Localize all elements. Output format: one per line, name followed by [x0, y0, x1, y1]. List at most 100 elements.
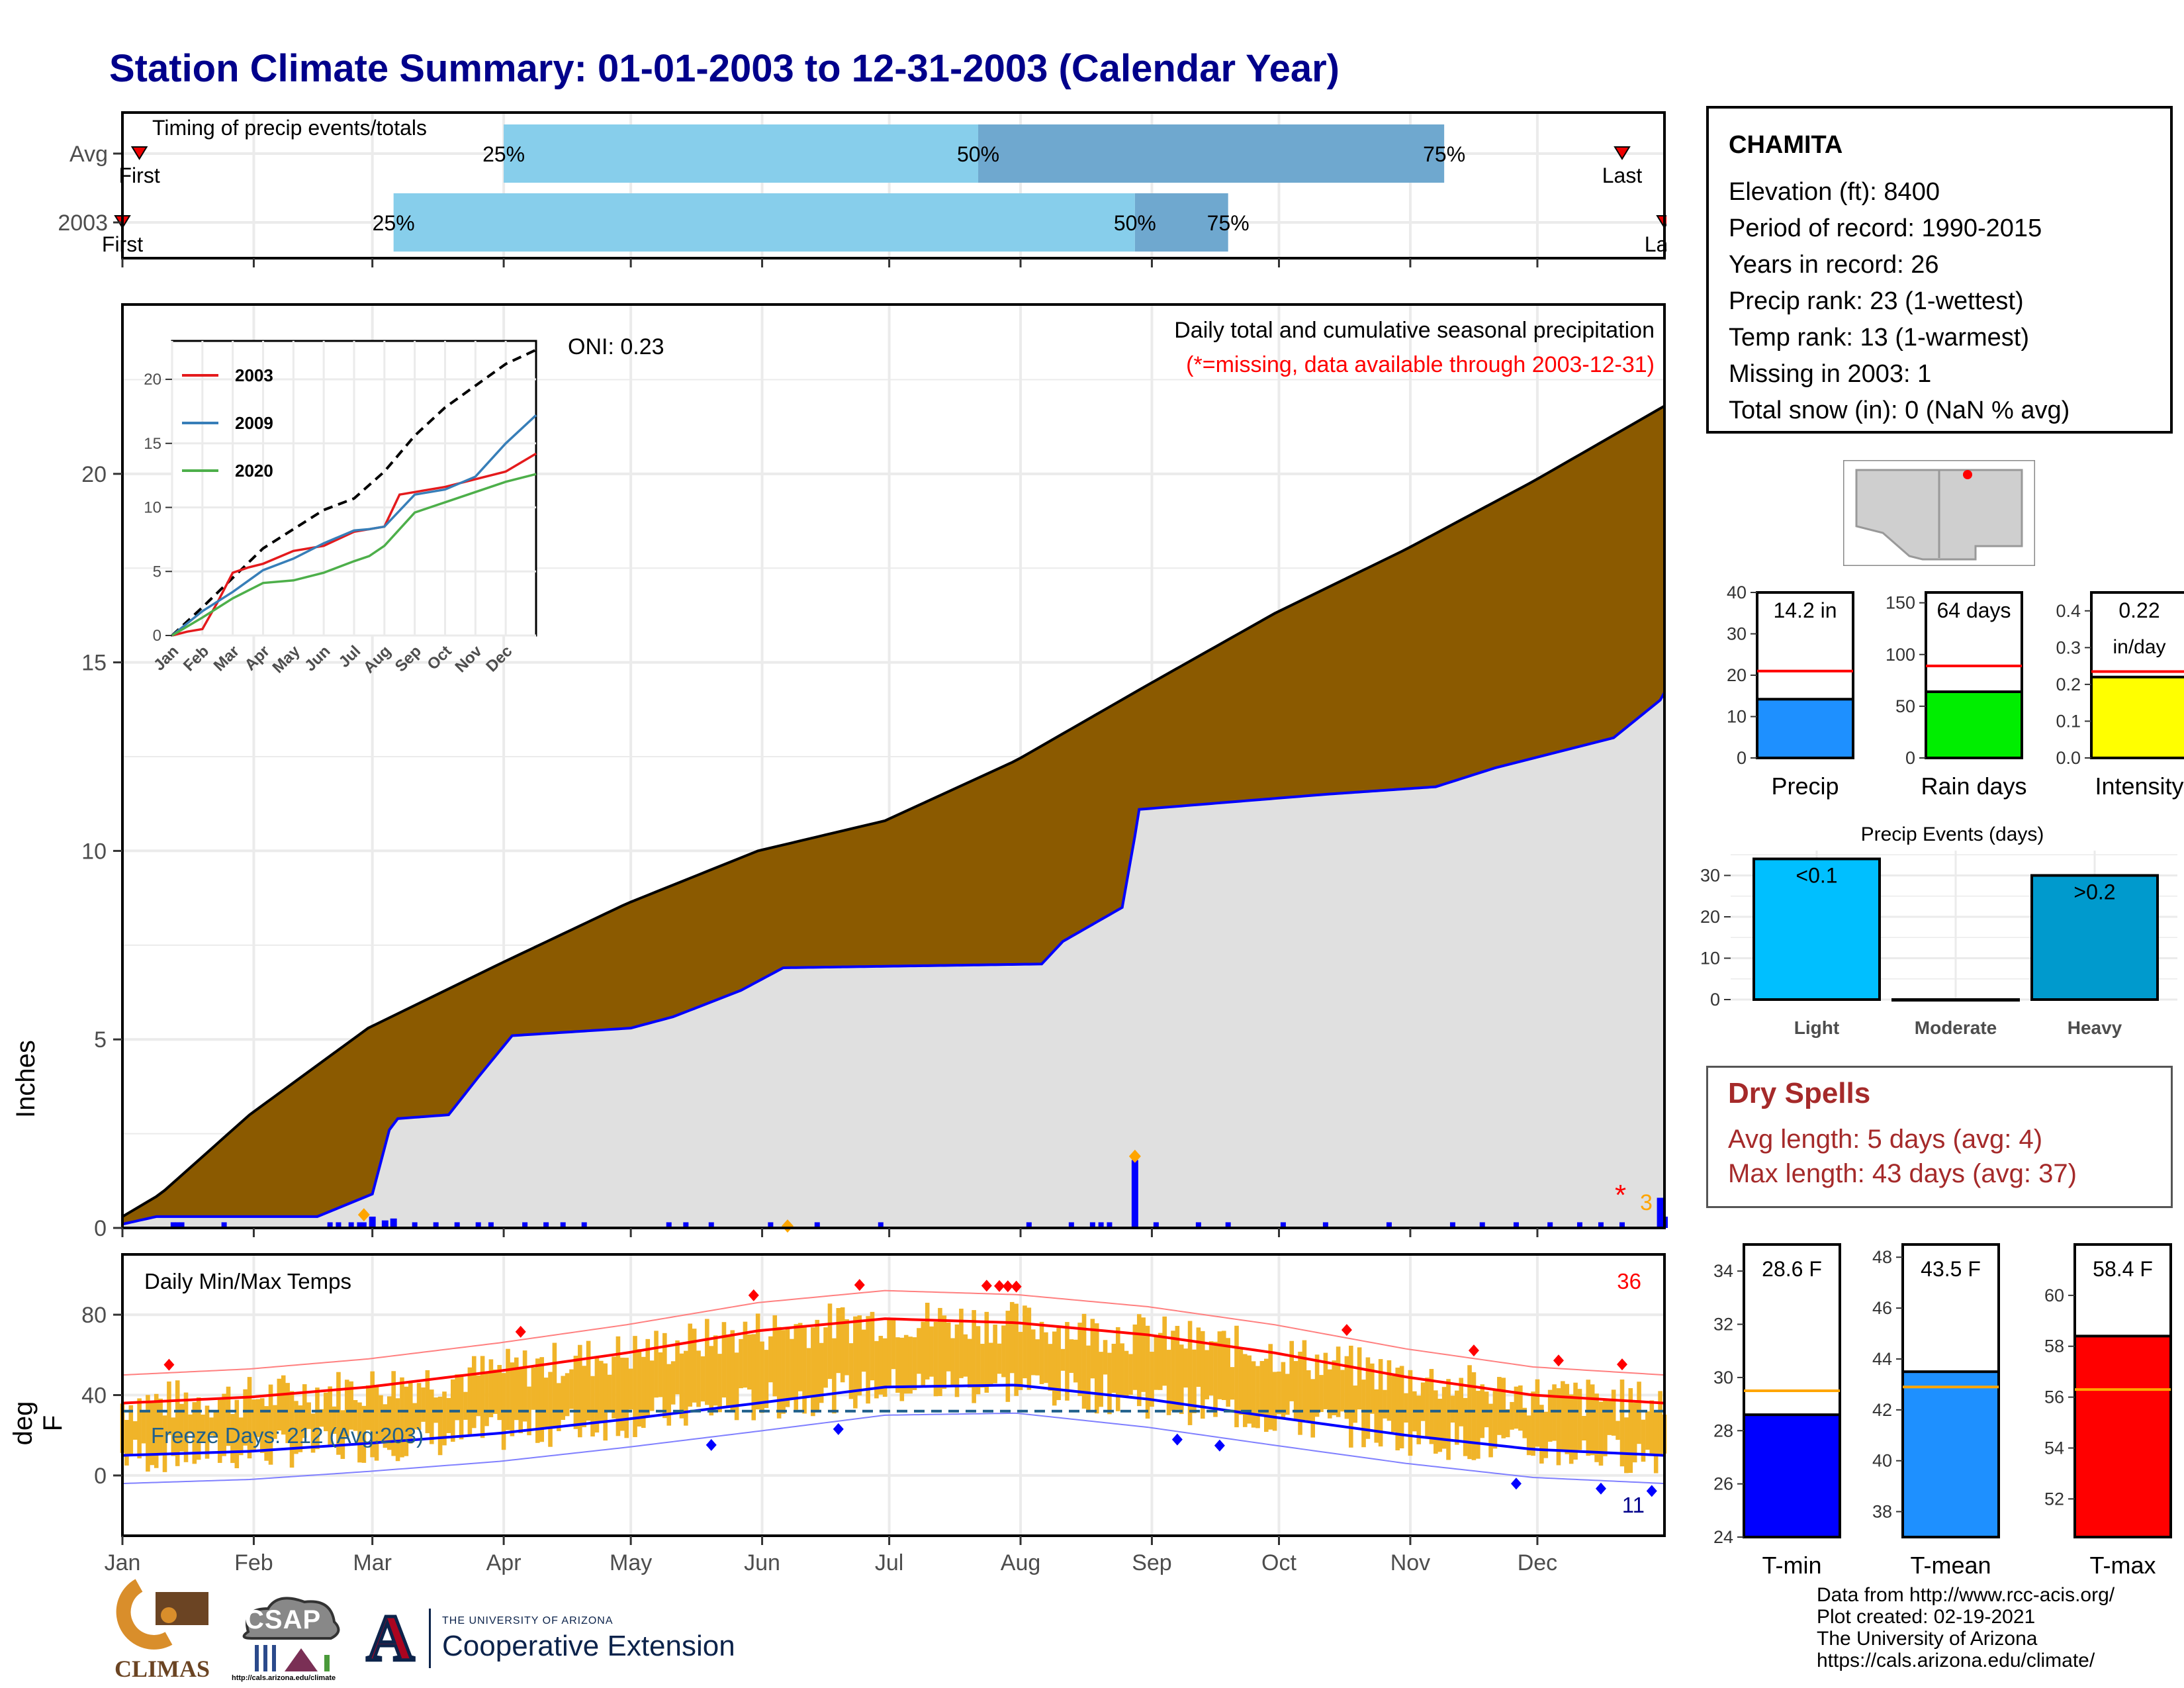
record-high-marker: [1011, 1280, 1022, 1293]
daily-temp-bar: [1590, 1384, 1595, 1456]
daily-temp-bar: [721, 1322, 727, 1398]
climas-logo-graphic: [116, 1579, 208, 1650]
daily-temp-bar: [925, 1303, 930, 1380]
timing-q25-label: 25%: [373, 211, 415, 235]
inset-month-label: Nov: [451, 642, 486, 677]
daily-temp-bar: [1263, 1358, 1269, 1432]
trace-precip-bar: [1225, 1222, 1231, 1228]
climas-logo: CLIMAS: [106, 1579, 218, 1682]
daily-temp-bar: [1009, 1301, 1015, 1374]
missing-marker: *: [1615, 1179, 1626, 1211]
daily-temp-bar: [395, 1398, 400, 1462]
daily-temp-bar: [853, 1316, 858, 1409]
daily-temp-bar: [1645, 1411, 1650, 1450]
daily-temp-bar: [739, 1338, 743, 1389]
daily-temp-bar: [705, 1319, 709, 1405]
daily-temp-bar: [1014, 1303, 1019, 1396]
daily-temp-bar: [1518, 1385, 1523, 1431]
mini-bar-Precip: [1756, 698, 1854, 759]
timing-right-mask: [1666, 113, 1694, 258]
daily-record-marker: [357, 1208, 370, 1222]
daily-temp-bar: [1124, 1350, 1129, 1397]
ua-small-text: THE UNIVERSITY OF ARIZONA: [442, 1615, 614, 1626]
daily-temp-bar: [959, 1308, 964, 1378]
temp-axis-title: deg F: [9, 1401, 68, 1446]
daily-temp-bar: [1501, 1378, 1506, 1438]
daily-temp-bar: [1242, 1354, 1248, 1427]
daily-temp-bar: [1391, 1376, 1396, 1432]
inset-ytick-label: 20: [144, 371, 161, 389]
daily-temp-bar: [1251, 1361, 1256, 1428]
record-low-marker: [1595, 1482, 1606, 1495]
precip-header: Daily total and cumulative seasonal prec…: [1174, 318, 1655, 343]
station-info-line: Period of record: 1990-2015: [1729, 214, 2042, 242]
daily-temp-bar: [1340, 1370, 1345, 1412]
inset-legend-label: 2020: [235, 461, 273, 481]
daily-temp-bar: [1573, 1382, 1578, 1460]
timing-q75-label: 75%: [1207, 211, 1250, 235]
trace-precip-bar: [179, 1222, 185, 1228]
daily-temp-bar: [1289, 1340, 1295, 1401]
daily-temp-bar: [1607, 1401, 1612, 1435]
daily-temp-bar: [1577, 1389, 1582, 1450]
daily-temp-bar: [543, 1378, 549, 1427]
event-bar-label: Light: [1794, 1017, 1839, 1038]
record-low-marker: [1510, 1477, 1522, 1490]
timing-q25-label: 25%: [482, 142, 525, 166]
daily-temp-bar: [912, 1337, 917, 1390]
mini-ytick-label: 20: [1727, 665, 1747, 685]
daily-temp-bar: [429, 1389, 434, 1444]
summary-bars: 0 10 20 30 40 14.2 in Precip 0 50 100 150 64 days Ra…: [1727, 583, 2184, 800]
trace-precip-bar: [708, 1222, 714, 1228]
daily-temp-bar: [861, 1329, 866, 1372]
inset-month-label: Dec: [482, 642, 516, 675]
daily-temp-bar: [654, 1331, 659, 1398]
avg-min-line: [122, 1383, 1665, 1457]
daily-temp-bar: [785, 1329, 790, 1407]
trace-precip-bar: [1089, 1222, 1095, 1228]
trace-precip-bar: [1322, 1222, 1328, 1228]
mini-bar-label: Precip: [1771, 773, 1839, 800]
freeze-label: Freeze Days: 212 (Avg:203): [151, 1423, 424, 1448]
inset-ytick-label: 15: [144, 435, 161, 453]
daily-temp-bar: [234, 1399, 240, 1468]
daily-temp-bar: [1471, 1372, 1477, 1460]
daily-temp-bar: [1111, 1343, 1116, 1393]
timing-first-marker: [130, 146, 148, 160]
mini-ytick-label: 0: [1737, 748, 1747, 768]
station-info-line: Missing in 2003: 1: [1729, 360, 1932, 388]
daily-temp-bar: [882, 1338, 887, 1397]
daily-temp-bar: [285, 1383, 290, 1444]
trace-precip-bar: [1153, 1222, 1159, 1228]
daily-temp-bar: [323, 1392, 328, 1432]
daily-temp-bar: [374, 1386, 379, 1461]
daily-temp-bar: [1205, 1350, 1209, 1399]
daily-temp-bar: [1425, 1378, 1430, 1437]
daily-temp-bar: [522, 1350, 527, 1422]
daily-temp-bar: [1115, 1327, 1120, 1411]
daily-temp-bar: [628, 1368, 633, 1410]
daily-temp-bar: [675, 1340, 680, 1395]
trace-precip-bar: [666, 1222, 672, 1228]
daily-temp-bar: [1272, 1372, 1277, 1431]
temp-bar-T-min: [1743, 1413, 1841, 1538]
daily-temp-bar: [328, 1386, 332, 1448]
daily-temp-bar: [1497, 1377, 1502, 1435]
mini-ytick-label: 50: [1895, 696, 1915, 716]
daily-temp-bar: [1128, 1354, 1133, 1395]
timing-q50-label: 50%: [1114, 211, 1156, 235]
daily-temp-bar: [848, 1343, 854, 1399]
record-high-marker: [748, 1289, 759, 1301]
events-ytick-label: 30: [1700, 866, 1720, 886]
daily-temp-bar: [1565, 1383, 1570, 1454]
month-axis-label: Mar: [353, 1550, 392, 1575]
event-bar-value: >0.2: [2073, 880, 2115, 904]
trace-precip-bar: [1479, 1222, 1485, 1228]
daily-temp-bar: [776, 1327, 782, 1419]
daily-temp-bar: [1586, 1380, 1591, 1456]
daily-temp-bar: [162, 1415, 167, 1472]
daily-temp-bar: [1221, 1331, 1226, 1400]
daily-temp-bar: [1132, 1324, 1138, 1390]
daily-temp-bar: [921, 1321, 926, 1386]
